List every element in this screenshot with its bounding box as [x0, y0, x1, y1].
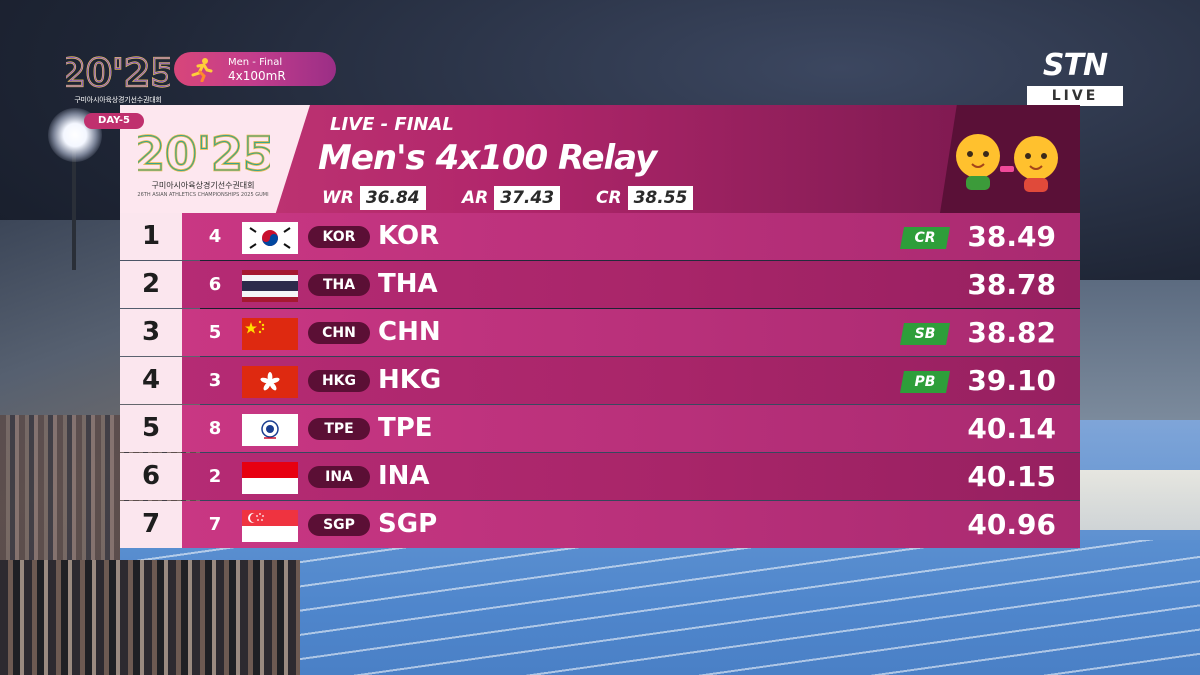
- asian-record-value: 37.43: [494, 186, 561, 210]
- event-badge-line2: 4x100mR: [228, 69, 286, 83]
- country-name: INA: [378, 461, 430, 491]
- country-name: CHN: [378, 317, 441, 347]
- championship-logo-outline: 20'25: [66, 51, 170, 95]
- country-name: KOR: [378, 221, 440, 251]
- world-record-label: WR: [322, 188, 354, 208]
- flag-chn-icon: [242, 318, 298, 350]
- result-row: 5 8 TPE TPE 40.14: [120, 405, 1080, 452]
- mascot-icon: [956, 134, 1058, 192]
- country-code-pill: CHN: [308, 322, 370, 344]
- rank: 4: [120, 357, 182, 404]
- asian-record: AR 37.43: [462, 186, 561, 210]
- event-badge-line1: Men - Final: [228, 57, 283, 68]
- runner-icon: [191, 58, 213, 82]
- record-badge: CR: [900, 227, 950, 249]
- flag-kor-icon: [242, 222, 298, 254]
- rank: 5: [120, 405, 182, 452]
- header-logo-english: 26TH ASIAN ATHLETICS CHAMPIONSHIPS 2025 …: [137, 192, 269, 198]
- asian-record-label: AR: [462, 188, 489, 208]
- championship-logo: 20'25 20'25: [66, 50, 170, 96]
- live-indicator: LIVE: [1027, 86, 1123, 106]
- header-logo-panel: [120, 105, 310, 213]
- flag-hkg-icon: [242, 366, 298, 398]
- result-time: 39.10: [967, 364, 1056, 397]
- header-logo-subtitle: 구미아시아육상경기선수권대회: [151, 181, 255, 190]
- championship-record: CR 38.55: [596, 186, 694, 210]
- rank: 6: [120, 453, 182, 500]
- result-time: 38.78: [967, 268, 1056, 301]
- country-name: TPE: [378, 413, 433, 443]
- right-grandstand: [1080, 280, 1200, 420]
- lane-number: 8: [208, 418, 222, 439]
- flag-sgp-icon: [242, 510, 298, 542]
- lane-number: 4: [208, 226, 222, 247]
- country-code-pill: THA: [308, 274, 370, 296]
- record-badge: SB: [900, 323, 950, 345]
- rank: 1: [120, 213, 182, 260]
- event-badge: Men - Final 4x100mR: [174, 52, 336, 86]
- country-code-pill: HKG: [308, 370, 370, 392]
- logo-subtitle: 구미아시아육상경기선수권대회: [74, 96, 162, 104]
- result-time: 38.82: [967, 316, 1056, 349]
- result-row: 4 3 HKG HKG PB 39.10: [120, 357, 1080, 404]
- country-code-pill: KOR: [308, 226, 370, 248]
- live-final-label: LIVE - FINAL: [330, 114, 454, 135]
- crowd-foreground: [0, 560, 300, 675]
- championship-logo-text: 20'25: [66, 51, 170, 95]
- result-time: 38.49: [967, 220, 1056, 253]
- lane-number: 2: [208, 466, 222, 487]
- event-title: Men's 4x100 Relay: [318, 138, 657, 178]
- result-row: 7 7 SGP SGP 40.96: [120, 501, 1080, 548]
- result-time: 40.14: [967, 412, 1056, 445]
- flag-tpe-icon: [242, 414, 298, 446]
- lane-number: 7: [208, 514, 222, 535]
- rank: 2: [120, 261, 182, 308]
- country-code-pill: SGP: [308, 514, 370, 536]
- broadcaster-logo: STN: [1042, 48, 1108, 83]
- world-record-value: 36.84: [359, 186, 426, 210]
- rank: 3: [120, 309, 182, 356]
- flag-tha-icon: [242, 270, 298, 302]
- rank: 7: [120, 501, 182, 548]
- header-logo-text-outline: 20'25: [138, 127, 270, 180]
- track-lane-lines: [120, 540, 1200, 675]
- lane-number: 3: [208, 370, 222, 391]
- country-code-pill: INA: [308, 466, 370, 488]
- country-code-pill: TPE: [308, 418, 370, 440]
- lane-number: 6: [208, 274, 222, 295]
- record-badge: PB: [900, 371, 950, 393]
- header-logo-text: 20'25: [138, 127, 270, 180]
- world-record: WR 36.84: [322, 186, 426, 210]
- result-row: 6 2 INA INA 40.15: [120, 453, 1080, 500]
- header-championship-logo: 20'25 20'25: [138, 126, 270, 180]
- infield-band: [1080, 470, 1200, 530]
- championship-record-label: CR: [596, 188, 622, 208]
- result-time: 40.96: [967, 508, 1056, 541]
- country-name: SGP: [378, 509, 438, 539]
- day-badge: DAY-5: [84, 113, 144, 129]
- result-row: 1 4 KOR KOR CR 38.49: [120, 213, 1080, 260]
- country-name: THA: [378, 269, 438, 299]
- country-name: HKG: [378, 365, 442, 395]
- result-time: 40.15: [967, 460, 1056, 493]
- championship-record-value: 38.55: [627, 186, 694, 210]
- floodlight-pole: [72, 150, 76, 270]
- result-row: 3 5 CHN CHN SB 38.82: [120, 309, 1080, 356]
- flag-ina-icon: [242, 462, 298, 494]
- result-row: 2 6 THA THA 38.78: [120, 261, 1080, 308]
- lane-number: 5: [208, 322, 222, 343]
